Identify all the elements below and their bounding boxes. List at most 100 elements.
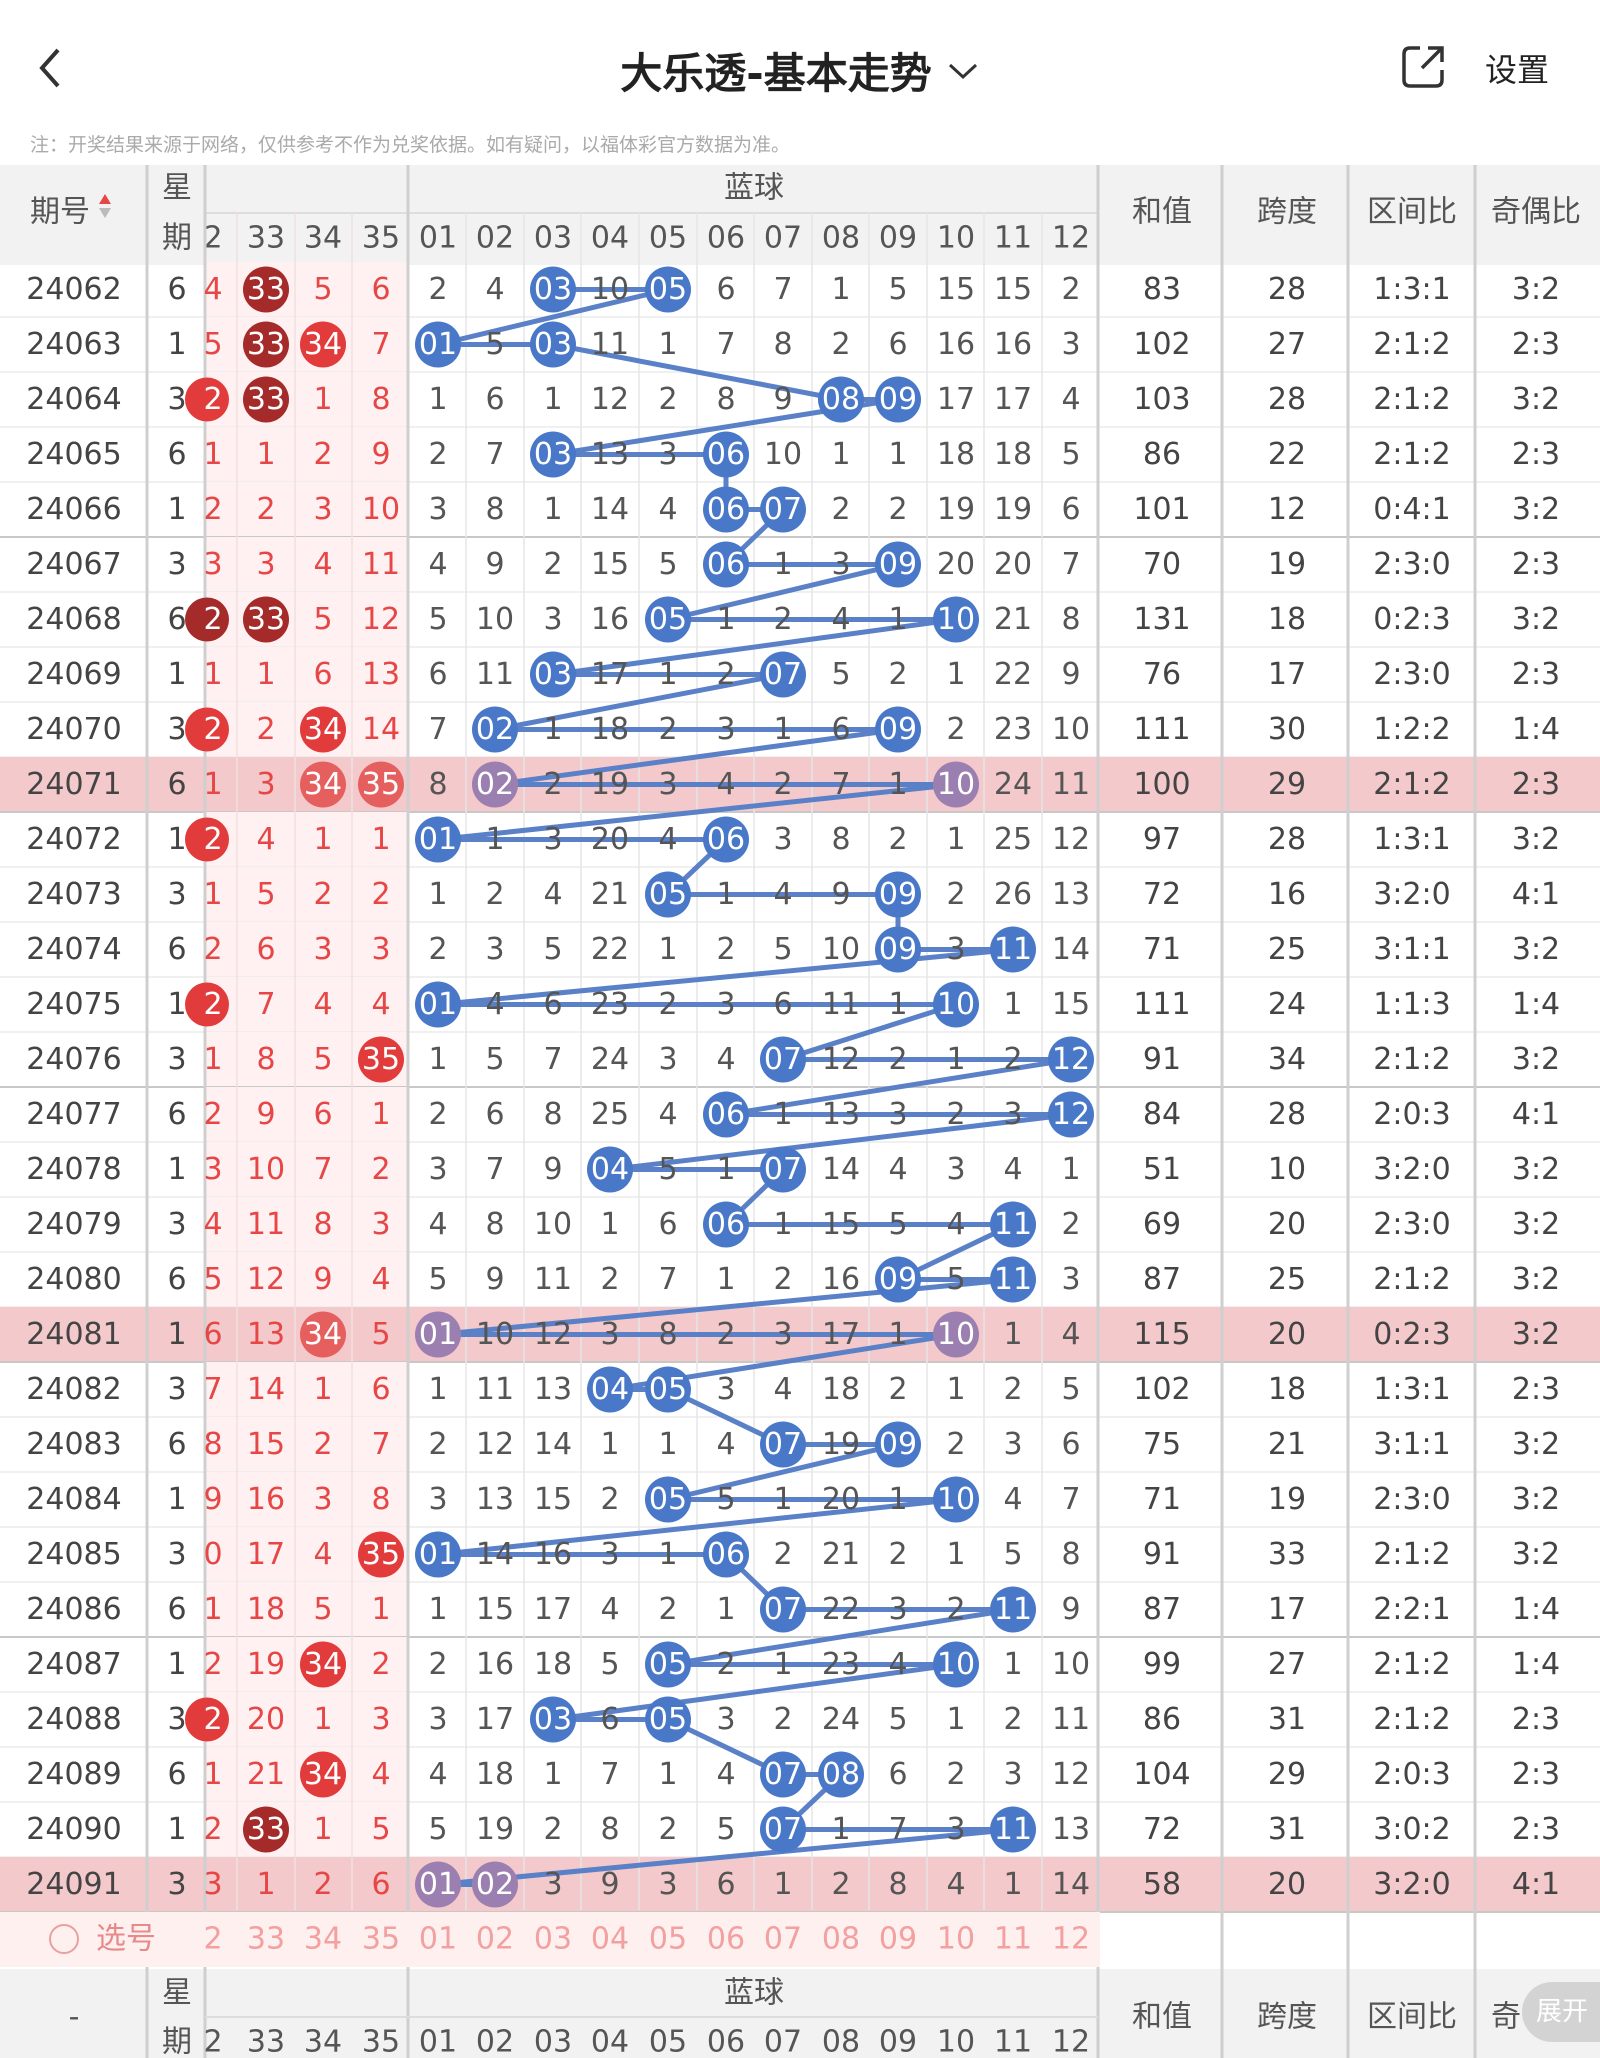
blue-miss-count: 5 xyxy=(716,1812,735,1847)
blue-miss-count: 1 xyxy=(658,327,677,362)
select-red-number[interactable]: 34 xyxy=(304,1922,342,1957)
select-blue-number[interactable]: 05 xyxy=(649,1922,687,1957)
weekday: 6 xyxy=(167,1427,186,1462)
blue-ball-number: 05 xyxy=(649,1647,687,1682)
issue-number: 24085 xyxy=(26,1537,121,1572)
sort-asc-icon[interactable] xyxy=(99,194,111,204)
header-background xyxy=(0,165,1600,265)
header-blue-number: 07 xyxy=(764,221,802,256)
select-blue-number[interactable]: 07 xyxy=(764,1922,802,1957)
sort-desc-icon[interactable] xyxy=(99,208,111,218)
red-number: 5 xyxy=(371,1317,390,1352)
blue-miss-count: 5 xyxy=(888,1207,907,1242)
blue-ball-number: 03 xyxy=(534,1702,572,1737)
footer-blue-number: 06 xyxy=(707,2025,745,2058)
red-ball-number: 34 xyxy=(304,1647,342,1682)
blue-miss-count: 3 xyxy=(428,492,447,527)
blue-ball xyxy=(875,926,921,973)
odd-even-ratio: 3:2 xyxy=(1512,272,1560,307)
red-zone-bg xyxy=(205,647,408,702)
blue-miss-count: 7 xyxy=(428,712,447,747)
red-ball-number: 2 xyxy=(203,822,222,857)
red-number: 6 xyxy=(371,272,390,307)
blue-ball-number: 07 xyxy=(764,1152,802,1187)
select-blue-number[interactable]: 12 xyxy=(1052,1922,1090,1957)
blue-miss-count: 3 xyxy=(1003,1097,1022,1132)
span-value: 18 xyxy=(1268,1372,1306,1407)
select-blue-number[interactable]: 04 xyxy=(591,1922,629,1957)
select-blue-number[interactable]: 06 xyxy=(707,1922,745,1957)
blue-miss-count: 14 xyxy=(534,1427,572,1462)
blue-ball xyxy=(875,376,921,423)
blue-miss-count: 2 xyxy=(658,712,677,747)
blue-ball-number: 06 xyxy=(707,492,745,527)
blue-miss-count: 8 xyxy=(485,492,504,527)
sum-value: 99 xyxy=(1143,1647,1181,1682)
issue-number: 24078 xyxy=(26,1152,121,1187)
select-red-number[interactable]: 35 xyxy=(362,1922,400,1957)
blue-miss-count: 5 xyxy=(485,327,504,362)
blue-miss-count: 5 xyxy=(428,1262,447,1297)
sum-value: 72 xyxy=(1143,1812,1181,1847)
blue-ball xyxy=(415,1531,461,1578)
blue-miss-count: 12 xyxy=(822,1042,860,1077)
blue-miss-count: 1 xyxy=(888,437,907,472)
issue-number: 24063 xyxy=(26,327,121,362)
share-button[interactable] xyxy=(1398,40,1450,92)
blue-ball-number: 10 xyxy=(937,987,975,1022)
blue-miss-count: 4 xyxy=(1003,1482,1022,1517)
blue-miss-count: 6 xyxy=(888,1757,907,1792)
blue-miss-count: 3 xyxy=(658,1867,677,1902)
header-blue-number: 11 xyxy=(994,221,1032,256)
blue-miss-count: 1 xyxy=(658,932,677,967)
select-label: 选号 xyxy=(96,1922,156,1957)
footer-blue-number: 03 xyxy=(534,2025,572,2058)
span-value: 19 xyxy=(1268,547,1306,582)
blue-miss-count: 3 xyxy=(428,1702,447,1737)
chevron-down-icon xyxy=(948,63,977,79)
blue-miss-count: 10 xyxy=(476,1317,514,1352)
settings-button[interactable]: 设置 xyxy=(1485,51,1550,89)
select-blue-number[interactable]: 03 xyxy=(534,1922,572,1957)
header-blue-number: 01 xyxy=(419,221,457,256)
red-number: 1 xyxy=(203,1592,222,1627)
select-blue-number[interactable]: 02 xyxy=(476,1922,514,1957)
red-ball xyxy=(300,761,346,808)
sum-value: 70 xyxy=(1143,547,1181,582)
page-title[interactable]: 大乐透-基本走势 xyxy=(0,40,1600,101)
blue-ball-number: 11 xyxy=(994,1262,1032,1297)
sum-value: 115 xyxy=(1133,1317,1190,1352)
expand-button[interactable]: 展开 xyxy=(1522,1982,1600,2042)
blue-miss-count: 16 xyxy=(591,602,629,637)
blue-ball xyxy=(990,1586,1036,1633)
red-number: 9 xyxy=(203,1482,222,1517)
red-number: 4 xyxy=(203,1207,222,1242)
weekday: 1 xyxy=(167,987,186,1022)
blue-miss-count: 2 xyxy=(1003,1702,1022,1737)
blue-ball xyxy=(875,1421,921,1468)
back-button[interactable] xyxy=(28,38,78,98)
red-zone-bg xyxy=(205,537,408,592)
zone-ratio: 3:0:2 xyxy=(1373,1812,1450,1847)
blue-miss-count: 2 xyxy=(888,1537,907,1572)
span-value: 25 xyxy=(1268,1262,1306,1297)
select-blue-number[interactable]: 11 xyxy=(994,1922,1032,1957)
blue-miss-count: 13 xyxy=(534,1372,572,1407)
footer-red-number: 34 xyxy=(304,2025,342,2058)
blue-miss-count: 1 xyxy=(1061,1152,1080,1187)
select-blue-number[interactable]: 01 xyxy=(419,1922,457,1957)
red-number: 2 xyxy=(203,1097,222,1132)
blue-ball-number: 03 xyxy=(534,657,572,692)
select-radio[interactable] xyxy=(49,1924,79,1954)
issue-number: 24062 xyxy=(26,272,121,307)
issue-number: 24074 xyxy=(26,932,121,967)
blue-miss-count: 14 xyxy=(1052,1867,1090,1902)
blue-ball xyxy=(990,1256,1036,1303)
select-blue-number[interactable]: 10 xyxy=(937,1922,975,1957)
red-zone-bg xyxy=(205,922,408,977)
blue-miss-count: 3 xyxy=(1003,1757,1022,1792)
select-blue-number[interactable]: 08 xyxy=(822,1922,860,1957)
select-red-number[interactable]: 33 xyxy=(247,1922,285,1957)
select-blue-number[interactable]: 09 xyxy=(879,1922,917,1957)
